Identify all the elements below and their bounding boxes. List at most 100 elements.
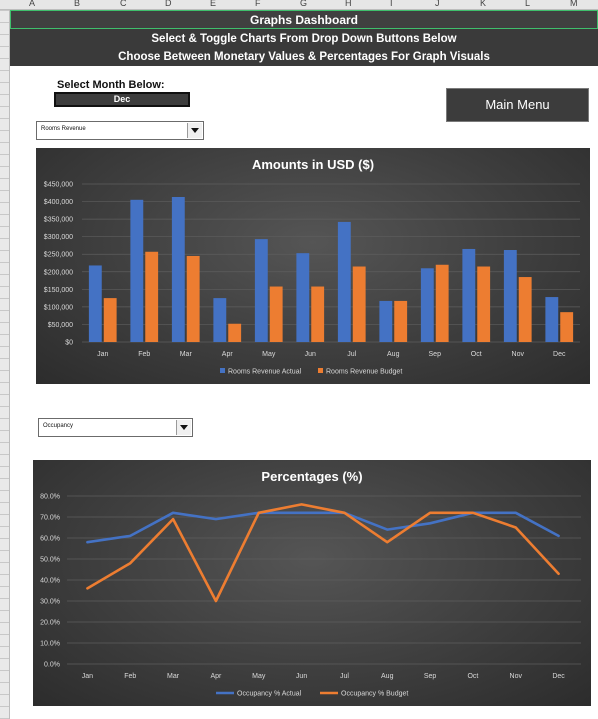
column-header-a[interactable]: A [29, 0, 36, 8]
percentages-chart: Percentages (%) 0.0% 10.0% 20.0% 30.0% 40.0% 5… [33, 460, 591, 706]
x-tick-label: Jan [82, 673, 93, 680]
legend-swatch [318, 368, 323, 373]
percentages-chart-svg: Percentages (%) 0.0% 10.0% 20.0% 30.0% 40.0% 5… [40, 469, 581, 698]
column-header-strip: A B C D E F G H I J K L M [0, 0, 598, 10]
month-selector-cell[interactable]: Dec [54, 92, 190, 107]
row-divider [0, 382, 9, 383]
column-header-m[interactable]: M [570, 0, 578, 8]
column-header-b[interactable]: B [74, 0, 81, 8]
row-divider [0, 310, 9, 311]
row-divider [0, 70, 9, 71]
y-tick-label: 40.0% [40, 578, 60, 585]
row-divider [0, 454, 9, 455]
bar-budget [103, 298, 117, 342]
column-header-j[interactable]: J [435, 0, 440, 8]
row-divider [0, 58, 9, 59]
row-divider [0, 118, 9, 119]
column-header-d[interactable]: D [165, 0, 172, 8]
bar-actual [130, 199, 144, 342]
y-tick-label: $200,000 [44, 269, 73, 276]
row-divider [0, 334, 9, 335]
row-divider [0, 22, 9, 23]
row-divider [0, 46, 9, 47]
subtitle-line-2: Choose Between Monetary Values & Percent… [118, 51, 490, 63]
chevron-down-icon[interactable] [187, 123, 202, 138]
bar-budget [435, 264, 449, 342]
y-tick-label: 50.0% [40, 557, 60, 564]
bar-actual [545, 297, 559, 342]
y-tick-label: 80.0% [40, 494, 60, 501]
row-divider [0, 154, 9, 155]
row-divider [0, 34, 9, 35]
row-divider [0, 262, 9, 263]
bar-budget [228, 323, 242, 342]
bar-budget [352, 266, 366, 342]
row-divider [0, 394, 9, 395]
y-tick-label: $250,000 [44, 252, 73, 259]
row-divider [0, 466, 9, 467]
row-divider [0, 562, 9, 563]
chart1-metric-dropdown[interactable]: Rooms Revenue [36, 121, 204, 140]
chart2-dropdown-value: Occupancy [43, 423, 74, 429]
row-header-strip [0, 10, 10, 719]
y-tick-label: $50,000 [48, 322, 73, 329]
row-divider [0, 10, 9, 11]
main-menu-button[interactable]: Main Menu [446, 88, 589, 122]
row-divider [0, 658, 9, 659]
x-tick-label: Mar [167, 673, 180, 680]
dashboard-subtitle: Select & Toggle Charts From Drop Down Bu… [10, 29, 598, 66]
column-header-k[interactable]: K [480, 0, 487, 8]
bar-actual [420, 268, 434, 342]
y-tick-label: $100,000 [44, 304, 73, 311]
x-tick-label: Feb [124, 673, 136, 680]
row-divider [0, 502, 9, 503]
row-divider [0, 670, 9, 671]
y-tick-label: 10.0% [40, 641, 60, 648]
bar-budget [311, 286, 325, 342]
chart-title: Amounts in USD ($) [252, 157, 374, 172]
column-header-l[interactable]: L [525, 0, 531, 8]
column-header-f[interactable]: F [255, 0, 261, 8]
amounts-chart-svg: Amounts in USD ($) $0 $50,000 $100,000 $150,… [44, 157, 580, 376]
x-tick-label: Oct [467, 673, 478, 680]
column-header-i[interactable]: I [390, 0, 393, 8]
row-divider [0, 538, 9, 539]
column-header-g[interactable]: G [300, 0, 308, 8]
column-header-c[interactable]: C [120, 0, 127, 8]
bar-actual [254, 239, 268, 342]
row-divider [0, 430, 9, 431]
x-tick-label: Aug [387, 351, 400, 358]
chart2-metric-dropdown[interactable]: Occupancy [38, 418, 193, 437]
row-divider [0, 634, 9, 635]
row-divider [0, 646, 9, 647]
row-divider [0, 274, 9, 275]
row-divider [0, 250, 9, 251]
row-divider [0, 94, 9, 95]
row-divider [0, 478, 9, 479]
y-tick-label: $300,000 [44, 234, 73, 241]
bar-actual [462, 248, 476, 342]
bar-budget [560, 312, 574, 342]
bar-budget [477, 266, 491, 342]
x-tick-label: May [252, 673, 266, 680]
y-tick-label: $450,000 [44, 182, 73, 189]
y-tick-label: $150,000 [44, 287, 73, 294]
y-tick-label: 30.0% [40, 599, 60, 606]
row-divider [0, 682, 9, 683]
legend-label: Occupancy % Actual [237, 691, 302, 698]
x-tick-label: Oct [471, 351, 482, 358]
row-divider [0, 526, 9, 527]
x-tick-label: Apr [222, 351, 234, 358]
column-header-e[interactable]: E [210, 0, 217, 8]
column-header-h[interactable]: H [345, 0, 352, 8]
row-divider [0, 418, 9, 419]
row-divider [0, 214, 9, 215]
row-divider [0, 106, 9, 107]
x-tick-label: Aug [381, 673, 394, 680]
x-tick-label: Mar [180, 351, 193, 358]
legend-label: Rooms Revenue Actual [228, 369, 302, 376]
row-divider [0, 202, 9, 203]
x-tick-label: Nov [510, 673, 523, 680]
row-divider [0, 706, 9, 707]
chevron-down-icon[interactable] [176, 420, 191, 435]
